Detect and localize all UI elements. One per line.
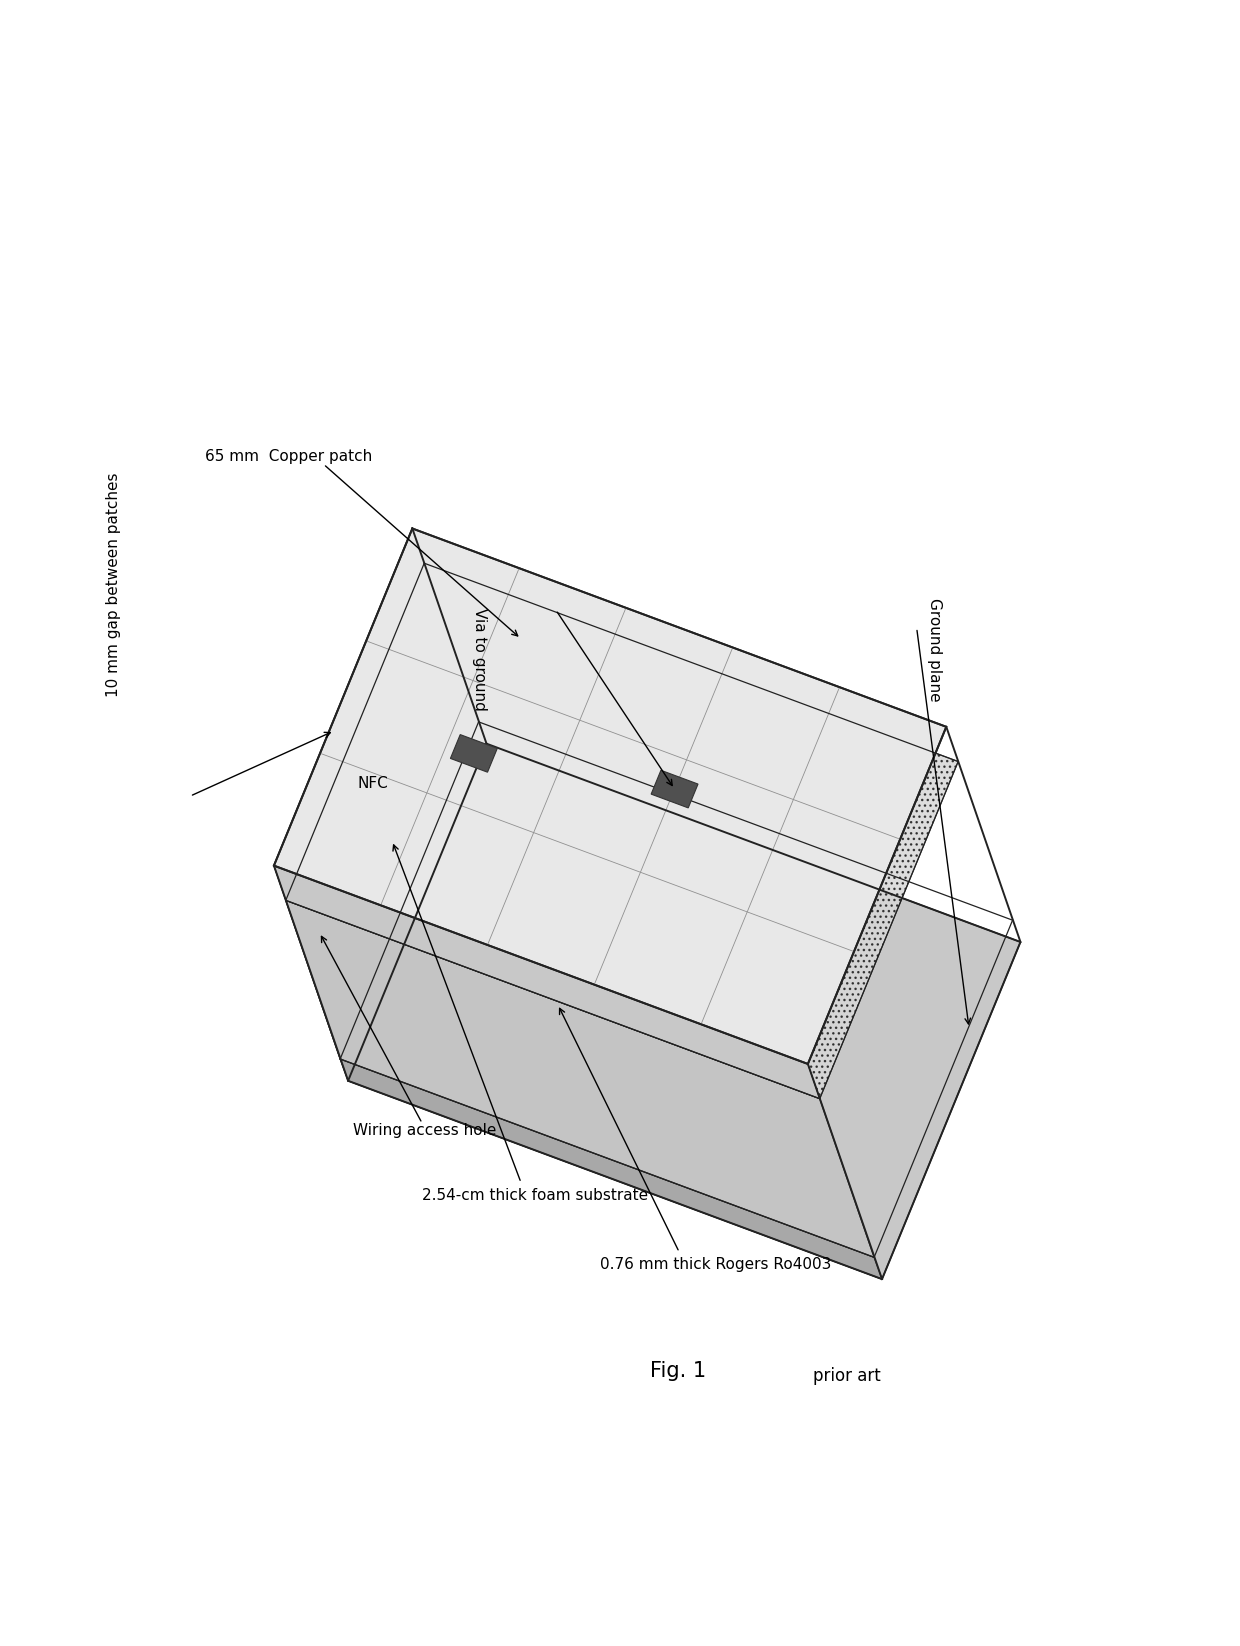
Text: Fig. 1: Fig. 1 xyxy=(650,1361,706,1381)
Polygon shape xyxy=(274,866,820,1098)
Polygon shape xyxy=(285,563,959,1098)
Polygon shape xyxy=(340,1058,882,1279)
Polygon shape xyxy=(348,744,1021,1279)
Polygon shape xyxy=(285,900,874,1258)
Polygon shape xyxy=(450,734,497,772)
Text: Ground plane: Ground plane xyxy=(926,597,941,701)
Polygon shape xyxy=(285,563,479,1058)
Text: prior art: prior art xyxy=(812,1368,880,1386)
Text: 2.54-cm thick foam substrate: 2.54-cm thick foam substrate xyxy=(423,1188,649,1203)
Polygon shape xyxy=(651,770,698,808)
Text: Wiring access hole: Wiring access hole xyxy=(353,1124,496,1139)
Text: 10 mm gap between patches: 10 mm gap between patches xyxy=(105,472,120,696)
Text: NFC: NFC xyxy=(358,775,388,790)
Text: 0.76 mm thick Rogers Ro4003: 0.76 mm thick Rogers Ro4003 xyxy=(600,1258,832,1272)
Polygon shape xyxy=(274,528,946,1063)
Text: Via to ground: Via to ground xyxy=(471,607,486,711)
Polygon shape xyxy=(274,528,424,900)
Text: 65 mm  Copper patch: 65 mm Copper patch xyxy=(205,449,372,464)
Polygon shape xyxy=(340,723,486,1081)
